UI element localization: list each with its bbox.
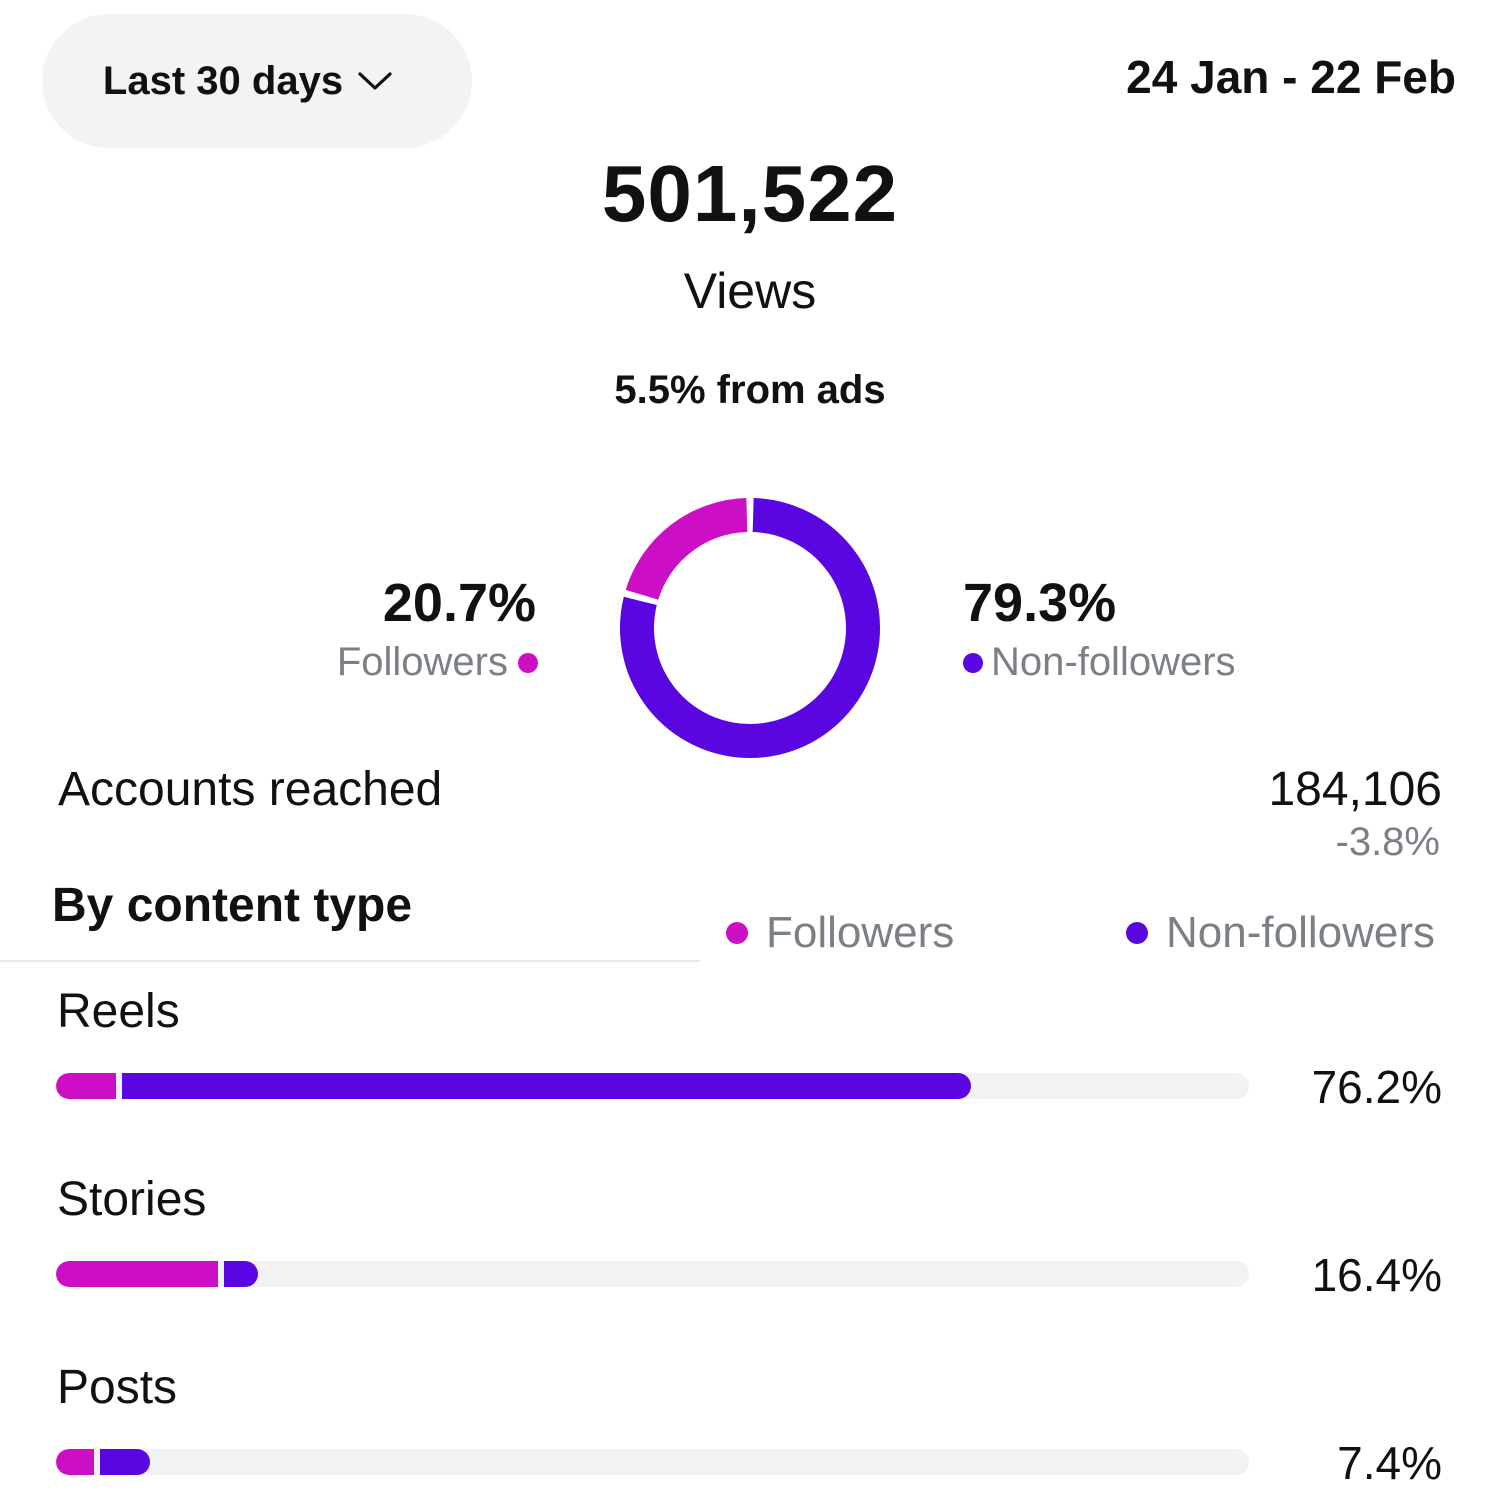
legend-followers: Followers	[726, 908, 954, 958]
non-followers-dot-icon	[1126, 922, 1148, 944]
legend-non-followers: Non-followers	[1126, 908, 1435, 958]
donut-segment-non-followers	[620, 498, 880, 758]
content-row-label-posts: Posts	[57, 1361, 178, 1414]
legend-non-followers-label: Non-followers	[1166, 908, 1435, 957]
bar-segment-non-followers	[121, 1073, 972, 1099]
content-row-label-reels: Reels	[57, 985, 180, 1038]
content-row-pct-stories: 16.4%	[1311, 1249, 1442, 1301]
bar-segment-followers	[56, 1073, 116, 1099]
bar-segment-non-followers	[224, 1261, 258, 1287]
chevron-down-icon	[357, 70, 393, 92]
content-type-title: By content type	[52, 879, 413, 932]
bar-segment-followers	[56, 1261, 219, 1287]
bar-segment-followers	[56, 1449, 95, 1475]
period-dropdown-button[interactable]: Last 30 days	[42, 14, 472, 148]
followers-dot-icon	[518, 652, 538, 673]
views-label: Views	[683, 263, 817, 319]
followers-legend: Followers	[337, 640, 538, 685]
followers-dot-icon	[726, 922, 748, 944]
non-followers-percentage: 79.3%	[963, 573, 1117, 633]
date-range: 24 Jan - 22 Feb	[1126, 51, 1456, 103]
accounts-reached-label: Accounts reached	[58, 763, 443, 816]
content-row-label-stories: Stories	[57, 1173, 207, 1226]
content-bar-track-reels	[56, 1073, 1249, 1099]
content-row-pct-posts: 7.4%	[1337, 1437, 1442, 1489]
period-label: Last 30 days	[102, 58, 344, 103]
content-bar-track-stories	[56, 1261, 1249, 1287]
accounts-reached-change: -3.8%	[1335, 820, 1441, 864]
ads-share-note: 5.5% from ads	[614, 368, 886, 412]
followers-percentage: 20.7%	[382, 573, 536, 633]
bar-segment-non-followers	[100, 1449, 151, 1475]
section-divider	[0, 960, 700, 962]
non-followers-legend: Non-followers	[963, 640, 1236, 685]
content-row-pct-reels: 76.2%	[1311, 1061, 1442, 1113]
content-bar-track-posts	[56, 1449, 1249, 1475]
non-followers-dot-icon	[963, 652, 983, 673]
legend-followers-label: Followers	[766, 908, 955, 957]
accounts-reached-value: 184,106	[1268, 763, 1442, 816]
donut-segment-followers	[625, 498, 748, 601]
followers-label: Followers	[336, 640, 508, 684]
views-count: 501,522	[601, 149, 899, 238]
audience-donut-chart	[620, 498, 880, 758]
non-followers-label: Non-followers	[991, 640, 1236, 684]
